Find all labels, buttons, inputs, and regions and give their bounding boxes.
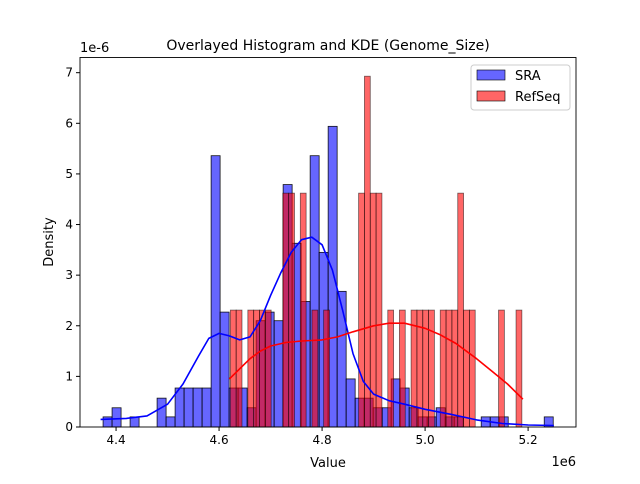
x-tick-label: 5.0 <box>416 433 435 447</box>
sra-bar <box>165 416 176 428</box>
legend-swatch-refseq <box>476 90 506 102</box>
legend: SRA RefSeq <box>470 64 571 111</box>
refseq-bar <box>387 309 394 428</box>
x-offset-label: 1e6 <box>551 455 576 470</box>
y-tick-label: 7 <box>65 66 73 80</box>
refseq-bar <box>463 309 470 428</box>
refseq-bar <box>515 309 523 428</box>
sra-bar <box>183 387 194 428</box>
y-tick-label: 2 <box>65 319 73 333</box>
refseq-bar <box>311 309 319 428</box>
y-tick-label: 3 <box>65 268 73 282</box>
refseq-bar <box>375 192 383 428</box>
legend-label-refseq: RefSeq <box>515 90 561 105</box>
refseq-bar <box>358 192 365 428</box>
refseq-bar <box>439 309 447 428</box>
legend-label-sra: SRA <box>515 69 541 84</box>
x-axis-label: Value <box>310 456 346 471</box>
x-tick-label: 4.4 <box>107 433 126 447</box>
sra-bar <box>156 397 167 428</box>
sra-bar <box>210 155 221 428</box>
sra-bar <box>273 320 284 428</box>
y-tick-label: 6 <box>65 116 73 130</box>
y-axis-label: Density <box>42 217 57 267</box>
refseq-bar <box>323 309 330 428</box>
refseq-bar <box>445 309 453 428</box>
refseq-bar <box>468 309 476 428</box>
chart-title: Overlayed Histogram and KDE (Genome_Size… <box>166 38 489 54</box>
refseq-bar <box>288 192 295 428</box>
sra-bar <box>219 311 230 428</box>
refseq-bar <box>457 192 464 428</box>
refseq-bar <box>264 309 272 428</box>
sra-bar <box>111 407 122 428</box>
sra-bar <box>192 387 203 428</box>
x-tick-label: 4.8 <box>313 433 332 447</box>
x-axis: 4.4 4.6 4.8 5.0 5.2 <box>107 427 538 447</box>
refseq-kde-line <box>228 322 524 400</box>
y-offset-label: 1e-6 <box>80 41 109 56</box>
refseq-bar <box>399 309 406 428</box>
x-tick-label: 4.6 <box>210 433 229 447</box>
refseq-bar <box>229 309 237 428</box>
y-tick-label: 4 <box>65 218 73 232</box>
plot-frame <box>79 57 577 428</box>
refseq-bar <box>259 309 266 428</box>
sra-bar <box>201 387 212 428</box>
refseq-bar <box>410 309 418 428</box>
legend-swatch-sra <box>476 69 506 81</box>
refseq-bar <box>247 309 255 428</box>
sra-bar <box>336 290 347 428</box>
refseq-bar <box>451 309 459 428</box>
y-axis: 0 1 2 3 4 5 6 7 <box>65 66 80 434</box>
sra-bar <box>345 378 356 428</box>
y-tick-label: 1 <box>65 369 73 383</box>
refseq-bar <box>299 192 307 428</box>
refseq-bar <box>364 75 371 428</box>
refseq-bar <box>282 192 290 428</box>
y-tick-label: 0 <box>65 420 73 434</box>
kde-curves <box>100 236 554 427</box>
sra-kde-line <box>100 236 554 427</box>
x-tick-label: 5.2 <box>519 433 538 447</box>
y-tick-label: 5 <box>65 167 73 181</box>
refseq-bar <box>498 309 505 428</box>
